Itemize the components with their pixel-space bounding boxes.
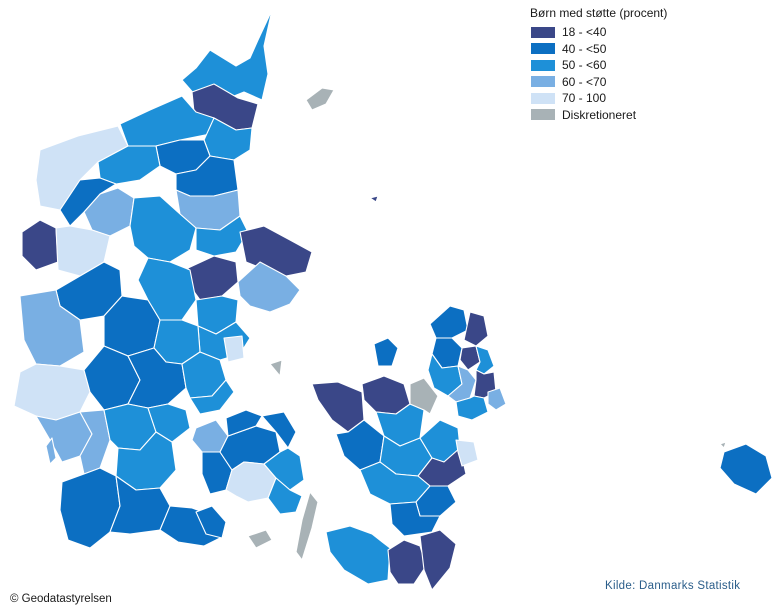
- legend-label: 50 - <60: [562, 58, 607, 73]
- region-thy-south[interactable]: [59, 177, 117, 227]
- region-struer[interactable]: [55, 225, 111, 277]
- legend-item: 70 - 100: [530, 90, 667, 107]
- legend-swatch: [530, 75, 556, 89]
- region-amager[interactable]: [487, 387, 507, 411]
- region-laesoe[interactable]: [305, 87, 335, 111]
- region-odsherred[interactable]: [361, 375, 411, 415]
- legend-title: Børn med støtte (procent): [530, 6, 668, 20]
- region-christianso[interactable]: [719, 441, 727, 449]
- region-samsoe[interactable]: [223, 335, 245, 363]
- region-frederikssund[interactable]: [429, 305, 469, 339]
- region-nordfyn[interactable]: [225, 409, 263, 437]
- map-legend: Børn med støtte (procent) 18 - <40 40 - …: [530, 6, 667, 123]
- region-svendborg[interactable]: [267, 477, 303, 515]
- source-note: Kilde: Danmarks Statistik: [605, 580, 741, 592]
- region-helsingoer[interactable]: [463, 311, 489, 347]
- region-aeroe[interactable]: [247, 529, 273, 549]
- region-viborg[interactable]: [129, 195, 197, 263]
- region-ringkoebing[interactable]: [19, 289, 85, 367]
- legend-swatch: [530, 58, 556, 72]
- region-kerteminde-bay[interactable]: [373, 337, 399, 367]
- region-fanoe[interactable]: [45, 437, 57, 465]
- region-kerteminde[interactable]: [261, 411, 297, 449]
- legend-swatch: [530, 42, 556, 56]
- legend-label: Diskretioneret: [562, 107, 637, 122]
- legend-label: 18 - <40: [562, 25, 607, 40]
- region-randers[interactable]: [187, 255, 239, 301]
- region-als[interactable]: [195, 505, 227, 539]
- region-esbjerg-north[interactable]: [13, 363, 91, 421]
- region-falster[interactable]: [419, 529, 457, 591]
- region-langeland[interactable]: [295, 491, 319, 561]
- legend-swatch: [530, 25, 556, 39]
- legend-item: 50 - <60: [530, 57, 667, 74]
- copyright-credit: © Geodatastyrelsen: [10, 593, 112, 605]
- region-skagen[interactable]: [181, 9, 273, 105]
- region-greve[interactable]: [455, 395, 489, 421]
- legend-item: 18 - <40: [530, 24, 667, 41]
- legend-swatch: [530, 108, 556, 122]
- legend-label: 60 - <70: [562, 74, 607, 89]
- region-norddjurs[interactable]: [239, 225, 313, 277]
- region-lemvig[interactable]: [21, 219, 59, 271]
- region-vordingborg[interactable]: [389, 501, 441, 537]
- legend-item: 60 - <70: [530, 74, 667, 91]
- legend-item: 40 - <50: [530, 41, 667, 58]
- region-kalundborg[interactable]: [311, 381, 365, 433]
- region-lejre[interactable]: [409, 377, 439, 415]
- region-bornholm[interactable]: [719, 443, 773, 495]
- region-anholt[interactable]: [369, 195, 379, 203]
- legend-swatch: [530, 91, 556, 105]
- region-nyborg[interactable]: [263, 447, 305, 491]
- region-tonder[interactable]: [59, 467, 121, 549]
- region-guldborgsund[interactable]: [387, 539, 427, 585]
- region-syddjurs[interactable]: [237, 261, 301, 313]
- region-stevns[interactable]: [455, 439, 479, 467]
- region-lolland[interactable]: [325, 525, 391, 585]
- region-vejle[interactable]: [127, 347, 187, 409]
- region-hedensted[interactable]: [189, 379, 235, 415]
- legend-label: 70 - 100: [562, 91, 607, 106]
- region-thisted[interactable]: [35, 125, 129, 211]
- region-endelave[interactable]: [269, 359, 283, 377]
- legend-item: Diskretioneret: [530, 107, 667, 124]
- legend-label: 40 - <50: [562, 41, 607, 56]
